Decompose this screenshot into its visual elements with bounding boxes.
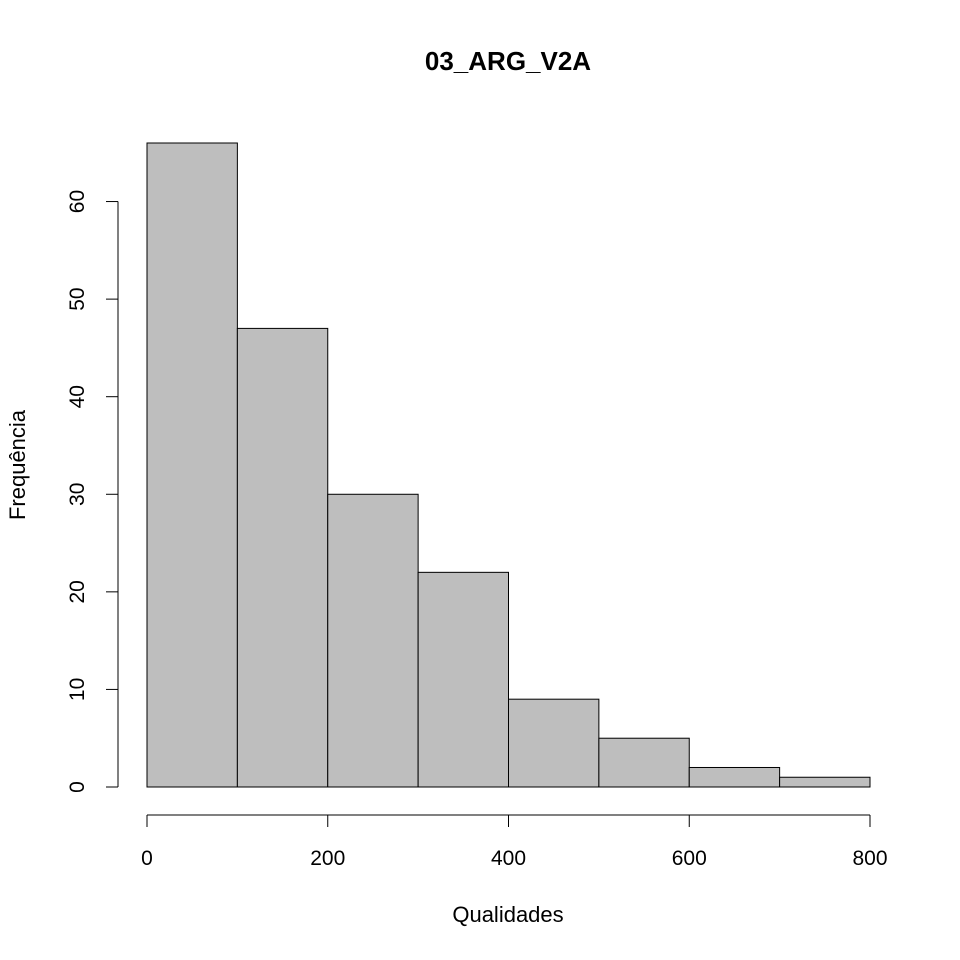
x-tick-label-1: 200 (310, 847, 345, 870)
x-tick-label-2: 400 (491, 847, 526, 870)
histogram-bar-6 (688, 766, 781, 788)
histogram-bar-7 (779, 776, 871, 788)
y-tick-label-5: 50 (66, 287, 89, 310)
x-tick-label-3: 600 (672, 847, 707, 870)
y-tick-label-6: 60 (66, 190, 89, 213)
y-axis-label: Frequência (5, 409, 30, 520)
x-tick-label-0: 0 (141, 847, 153, 870)
y-tick-label-2: 20 (66, 580, 89, 603)
x-tick-label-4: 800 (852, 847, 887, 870)
y-tick-label-0: 0 (66, 781, 89, 793)
histogram-bar-0 (146, 142, 238, 788)
histogram-bar-2 (327, 493, 419, 788)
x-axis-label: Qualidades (452, 902, 563, 927)
y-tick-label-3: 30 (66, 483, 89, 506)
histogram-bar-1 (236, 327, 329, 788)
histogram-bar-4 (508, 698, 600, 788)
y-tick-label-1: 10 (66, 678, 89, 701)
bars (146, 142, 871, 788)
chart-title: 03_ARG_V2A (425, 46, 591, 76)
histogram-bar-3 (417, 571, 509, 788)
x-axis: 0 200 400 600 800 (141, 814, 888, 870)
y-axis: 0 10 20 30 40 50 60 (66, 190, 119, 793)
histogram-bar-5 (598, 737, 690, 788)
y-tick-label-4: 40 (66, 385, 89, 408)
